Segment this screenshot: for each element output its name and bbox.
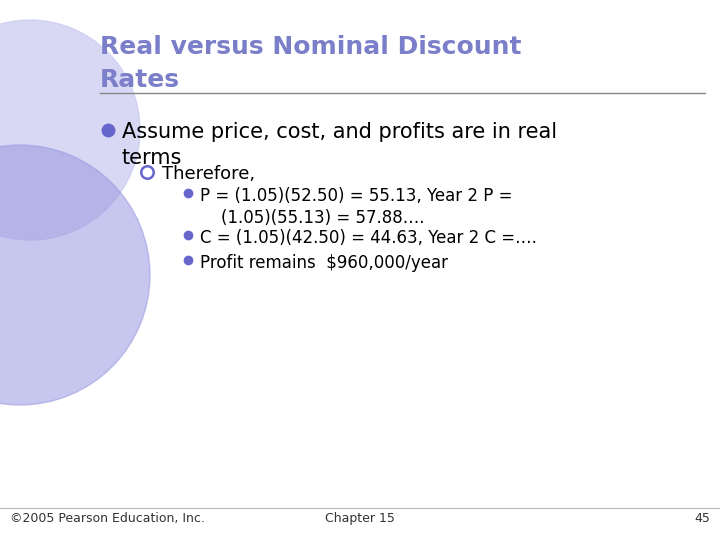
Text: Assume price, cost, and profits are in real
terms: Assume price, cost, and profits are in r… — [122, 122, 557, 167]
Text: C = (1.05)(42.50) = 44.63, Year 2 C =….: C = (1.05)(42.50) = 44.63, Year 2 C =…. — [200, 229, 537, 247]
Text: 45: 45 — [694, 512, 710, 525]
Text: Rates: Rates — [100, 68, 180, 92]
Text: P = (1.05)(52.50) = 55.13, Year 2 P =
    (1.05)(55.13) = 57.88….: P = (1.05)(52.50) = 55.13, Year 2 P = (1… — [200, 187, 513, 227]
Text: Real versus Nominal Discount: Real versus Nominal Discount — [100, 35, 521, 59]
Text: Chapter 15: Chapter 15 — [325, 512, 395, 525]
Text: Therefore,: Therefore, — [162, 165, 255, 183]
Circle shape — [0, 145, 150, 405]
Circle shape — [0, 20, 140, 240]
Text: ©2005 Pearson Education, Inc.: ©2005 Pearson Education, Inc. — [10, 512, 205, 525]
Text: Profit remains  $960,000/year: Profit remains $960,000/year — [200, 254, 448, 272]
